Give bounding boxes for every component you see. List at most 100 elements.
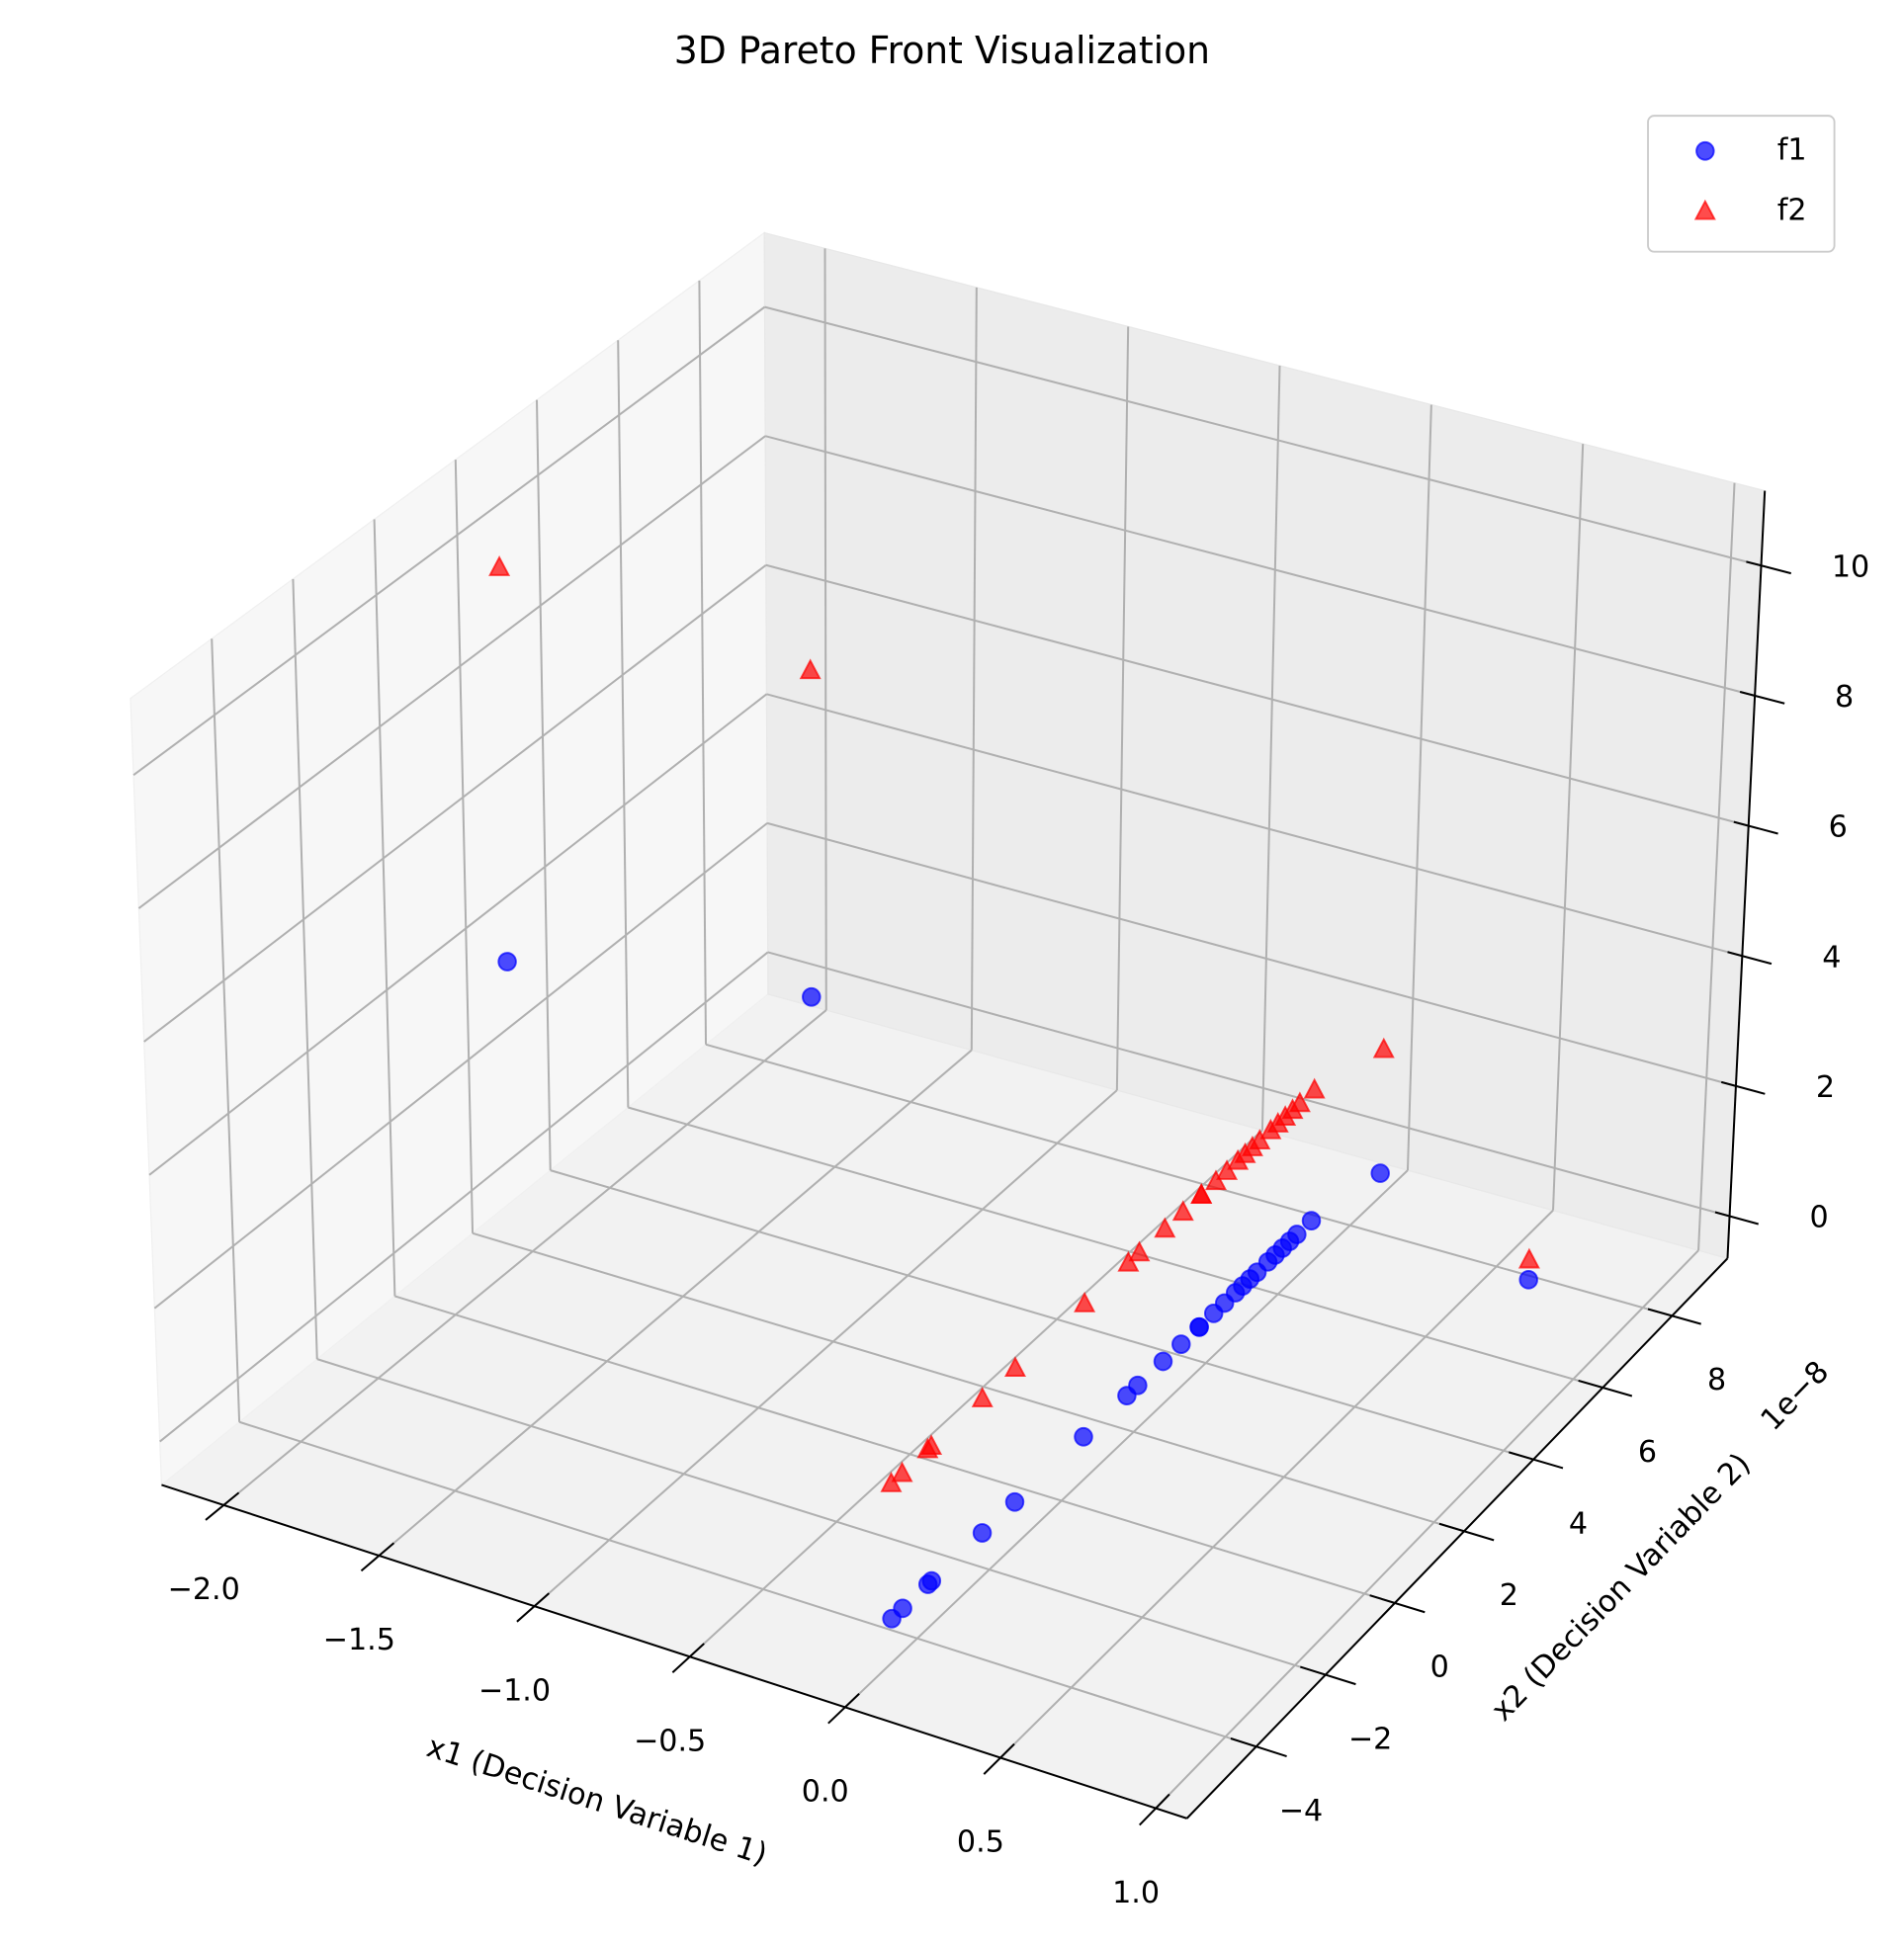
z-tick-label: 8 — [1835, 680, 1854, 715]
grid-line — [970, 287, 978, 1051]
z-tick-mark — [1727, 951, 1773, 966]
grid-line — [535, 399, 552, 1171]
x-tick-mark — [516, 1592, 550, 1623]
x-tick-label: 1.0 — [1112, 1876, 1160, 1910]
data-point — [497, 952, 517, 972]
data-point — [802, 986, 822, 1007]
y-tick-label: 0 — [1430, 1651, 1449, 1685]
x-tick-label: 0.0 — [802, 1774, 849, 1809]
z-tick-mark — [1733, 820, 1778, 835]
y-tick-mark — [1578, 1379, 1633, 1397]
z-axis-line — [1726, 490, 1767, 1259]
y-tick-label: 8 — [1707, 1363, 1726, 1397]
grid-line — [137, 435, 766, 909]
x-tick-label: −1.5 — [323, 1623, 395, 1657]
z-tick-mark — [1746, 560, 1792, 575]
data-point — [1003, 1356, 1026, 1378]
grid-line — [211, 638, 241, 1422]
grid-line — [1260, 365, 1281, 1131]
z-tick-mark — [1720, 1080, 1766, 1095]
data-point — [1190, 1183, 1213, 1204]
grid-line — [689, 1129, 1263, 1658]
x-tick-mark — [827, 1693, 860, 1725]
grid-line — [394, 1295, 1396, 1604]
data-point — [1204, 1169, 1227, 1191]
grid-line — [698, 280, 708, 1045]
grid-line — [1115, 326, 1130, 1091]
x-tick-label: 0.5 — [957, 1824, 1004, 1859]
y-tick-label: 4 — [1569, 1506, 1588, 1541]
data-point — [1216, 1159, 1239, 1180]
data-point — [1128, 1240, 1151, 1262]
grid-line — [844, 1169, 1409, 1709]
x-tick-mark — [360, 1542, 395, 1572]
grid-line — [533, 1089, 1118, 1607]
grid-line — [999, 1209, 1554, 1759]
grid-line — [143, 563, 767, 1043]
grid-line — [132, 305, 766, 777]
data-point — [1171, 1334, 1191, 1354]
data-point — [921, 1570, 942, 1591]
x-axis-line — [161, 1483, 1187, 1820]
data-point — [1128, 1375, 1148, 1396]
data-point — [1074, 1426, 1093, 1447]
data-point — [1301, 1211, 1322, 1231]
legend-marker — [1695, 140, 1715, 161]
grid-line — [550, 1169, 1534, 1461]
x-tick-label: −0.5 — [634, 1724, 706, 1758]
z-tick-label: 0 — [1809, 1200, 1828, 1234]
grid-line — [823, 248, 827, 1011]
data-point — [1117, 1250, 1140, 1272]
legend-marker — [1693, 199, 1716, 220]
y-tick-mark — [1438, 1522, 1495, 1542]
grid-line — [316, 1358, 1327, 1676]
grid-line — [766, 693, 1743, 958]
y-tick-label: −4 — [1279, 1794, 1323, 1828]
grid-line — [292, 578, 318, 1360]
x-tick-mark — [671, 1643, 705, 1673]
data-point — [1372, 1037, 1395, 1059]
data-point — [972, 1523, 993, 1543]
legend-label: f1 — [1777, 132, 1807, 167]
z-tick-label: 2 — [1816, 1070, 1835, 1105]
grid-line — [148, 693, 768, 1176]
grid-line — [1552, 444, 1585, 1211]
z-tick-label: 4 — [1822, 940, 1841, 974]
x-tick-label: −1.0 — [478, 1673, 551, 1708]
data-point — [1074, 1291, 1096, 1313]
x-tick-label: −2.0 — [168, 1572, 240, 1607]
data-point — [1370, 1163, 1390, 1183]
z-tick-label: 6 — [1829, 809, 1848, 844]
y-tick-mark — [1300, 1665, 1356, 1686]
grid-line — [1155, 1249, 1699, 1810]
grid-line — [767, 951, 1730, 1218]
data-point — [799, 658, 822, 680]
grid-line — [766, 821, 1737, 1087]
y-tick-mark — [1509, 1451, 1564, 1470]
data-point — [1287, 1225, 1307, 1244]
data-point — [1189, 1316, 1209, 1337]
x-tick-mark — [983, 1742, 1015, 1775]
grid-line — [238, 1420, 1257, 1748]
data-point — [488, 555, 511, 576]
x-tick-mark — [205, 1491, 240, 1521]
grid-line — [765, 563, 1749, 827]
data-point — [880, 1471, 903, 1492]
data-point — [1004, 1491, 1025, 1512]
data-point — [891, 1461, 913, 1482]
grid-line — [454, 460, 475, 1233]
grid-line — [472, 1231, 1465, 1533]
y-tick-mark — [1647, 1308, 1701, 1325]
data-point — [1518, 1269, 1538, 1290]
grid-line — [1406, 404, 1432, 1171]
y-tick-mark — [1230, 1737, 1287, 1758]
data-point — [920, 1434, 943, 1455]
grid-line — [628, 1106, 1603, 1389]
data-point — [1249, 1129, 1271, 1149]
y-tick-label: −2 — [1348, 1722, 1392, 1756]
legend-box — [1647, 115, 1836, 253]
grid-line — [373, 519, 396, 1297]
grid-line — [705, 1043, 1673, 1317]
